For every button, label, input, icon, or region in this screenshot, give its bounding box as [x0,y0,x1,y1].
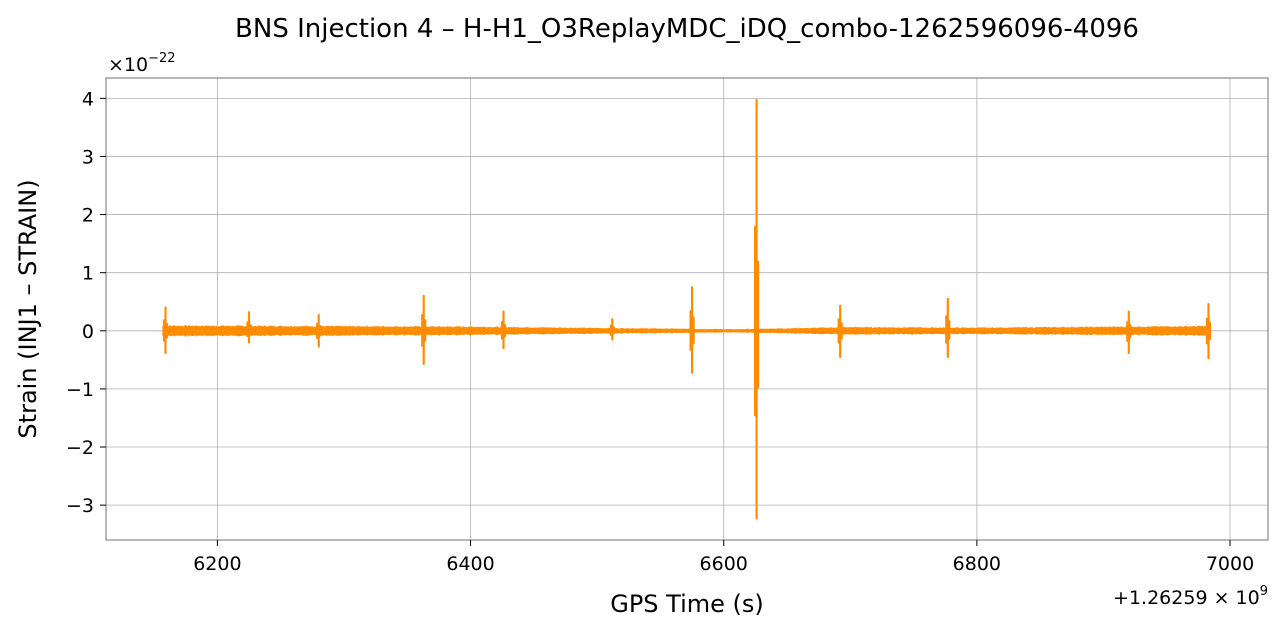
y-axis-label: Strain (INJ1 – STRAIN) [14,179,42,438]
x-axis-label: GPS Time (s) [610,590,764,618]
spike [754,99,760,520]
spike [945,297,951,358]
y-tick-label: 1 [82,263,94,285]
spike [837,304,843,358]
y-axis: −3 −2 −1 0 1 2 3 4 [66,88,106,517]
spike [1205,303,1212,360]
x-tick-label: 6800 [953,553,1001,575]
x-tick-label: 7000 [1206,553,1254,575]
spike [246,311,252,344]
x-offset-label: +1.26259 × 109 [1113,584,1268,609]
spike [316,314,322,348]
spike [162,306,169,354]
x-tick-label: 6600 [700,553,748,575]
spike [421,294,427,365]
y-tick-label: 4 [82,88,94,110]
y-tick-label: −2 [66,437,94,459]
x-tick-label: 6200 [193,553,241,575]
y-tick-label: 2 [82,205,94,227]
y-tick-label: 0 [82,321,94,343]
spike [1126,310,1132,354]
y-tick-label: 3 [82,146,94,168]
x-tick-label: 6400 [446,553,494,575]
y-tick-label: −1 [66,379,94,401]
spike [689,286,695,374]
chart-title: BNS Injection 4 – H-H1_O3ReplayMDC_iDQ_c… [235,14,1139,44]
grid [106,78,1268,540]
signal-series [162,99,1212,520]
x-axis: 6200 6400 6600 6800 7000 [193,540,1254,575]
y-tick-label: −3 [66,495,94,517]
plot-frame [105,77,1269,541]
y-scale-label: ×10−22 [108,51,176,76]
spike [609,318,615,341]
spike [500,310,507,350]
